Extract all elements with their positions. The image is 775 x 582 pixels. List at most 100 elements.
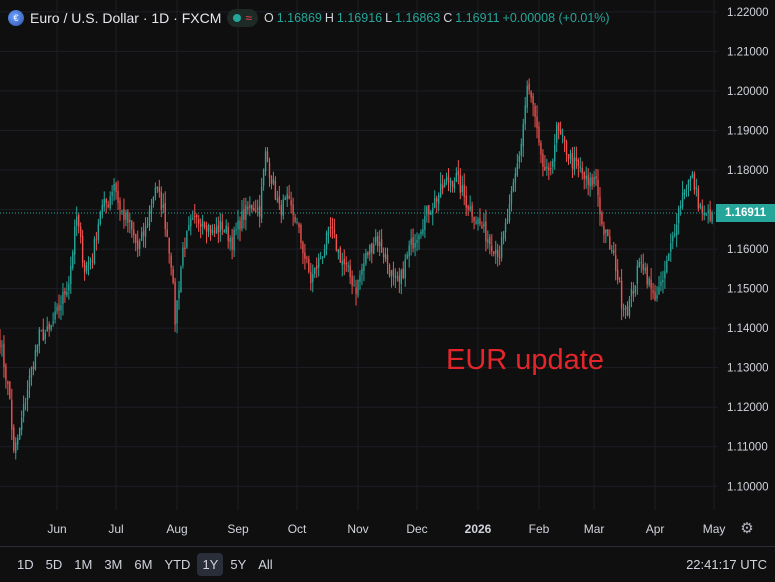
candle	[26, 380, 29, 412]
candle-body	[573, 157, 576, 170]
candle	[292, 197, 294, 226]
range-button-6m[interactable]: 6M	[129, 553, 157, 576]
candle	[495, 240, 497, 264]
wave-icon: ≈	[245, 11, 252, 25]
candle	[479, 208, 481, 227]
candle	[321, 256, 324, 265]
candle-body	[286, 193, 288, 200]
candle-body	[209, 225, 212, 235]
candle	[556, 121, 558, 152]
range-button-1m[interactable]: 1M	[69, 553, 97, 576]
candle-body	[554, 144, 556, 162]
candle	[89, 257, 92, 270]
candle	[500, 231, 503, 262]
candle	[658, 275, 660, 296]
low-label: L	[385, 11, 393, 25]
candle	[172, 265, 174, 285]
candle-body	[630, 288, 633, 297]
range-button-ytd[interactable]: YTD	[159, 553, 195, 576]
price-axis[interactable]: 1.10000 1.11000 1.12000 1.13000 1.14000 1.150…	[727, 7, 769, 493]
candle	[223, 229, 225, 233]
candle-body	[500, 237, 503, 258]
candle-body	[172, 268, 174, 283]
time-tick-label: May	[703, 522, 726, 536]
candle	[662, 270, 664, 294]
range-button-1d[interactable]: 1D	[12, 553, 39, 576]
candle-body	[308, 259, 310, 272]
time-axis[interactable]: Jun Jul Aug Sep Oct Nov Dec 2026 Feb Mar Apr May	[47, 522, 725, 536]
candle	[695, 178, 698, 197]
utc-clock[interactable]: 22:41:17 UTC	[686, 557, 767, 572]
candle-body	[628, 298, 631, 316]
price-chart[interactable]: 1.10000 1.11000 1.12000 1.13000 1.14000 1.150…	[0, 0, 775, 546]
candle-body	[77, 215, 80, 227]
gear-icon[interactable]: ⚙	[740, 520, 754, 537]
candle	[593, 170, 595, 188]
candle-body	[323, 248, 326, 257]
candle	[597, 169, 599, 207]
candle-body	[241, 211, 243, 229]
candle-body	[89, 261, 92, 263]
candle	[557, 122, 560, 140]
candle	[622, 303, 625, 317]
candle	[559, 121, 562, 135]
candle	[300, 223, 302, 249]
candle	[530, 90, 532, 103]
candle-body	[451, 180, 454, 187]
candle	[93, 236, 96, 265]
candle-body	[154, 187, 157, 197]
candle	[304, 243, 306, 270]
candle	[264, 147, 267, 176]
candle-body	[321, 256, 324, 258]
range-button-5d[interactable]: 5D	[41, 553, 68, 576]
candle	[565, 139, 568, 162]
candle-body	[689, 177, 692, 182]
candle	[705, 212, 707, 217]
candle	[331, 217, 334, 239]
candle-body	[36, 345, 39, 353]
candle	[461, 175, 463, 196]
candle	[496, 243, 499, 267]
candle	[190, 214, 192, 236]
time-tick-label: Apr	[646, 522, 665, 536]
symbol-title[interactable]: Euro / U.S. Dollar · 1D · FXCM	[30, 10, 222, 26]
candle-body	[424, 215, 426, 230]
candle-body	[467, 205, 469, 210]
price-tick-label: 1.14000	[727, 323, 769, 335]
time-tick-label: Jul	[108, 522, 123, 536]
candle	[693, 171, 696, 195]
candle-body	[150, 205, 153, 213]
candle	[316, 257, 318, 278]
range-button-all[interactable]: All	[253, 553, 277, 576]
candle-body	[266, 151, 269, 163]
candle-body	[30, 367, 33, 378]
candle-body	[491, 245, 493, 252]
range-button-1y[interactable]: 1Y	[197, 553, 224, 576]
candle	[567, 154, 570, 165]
candle	[711, 210, 713, 225]
candle-body	[85, 264, 88, 272]
candle	[648, 276, 650, 288]
candle	[280, 199, 282, 224]
candle	[355, 279, 357, 306]
candle	[168, 237, 170, 264]
candle-body	[52, 321, 54, 324]
candle	[589, 172, 591, 197]
candle	[437, 192, 440, 212]
candle-body	[439, 183, 442, 197]
candle	[314, 267, 316, 278]
candle-body	[203, 223, 206, 228]
candle	[152, 196, 155, 208]
candle-body	[512, 182, 515, 191]
candle-body	[544, 166, 546, 171]
candle	[131, 220, 133, 238]
market-status-pill[interactable]: ≈	[227, 9, 258, 27]
range-button-5y[interactable]: 5Y	[225, 553, 251, 576]
candle	[386, 247, 389, 274]
time-tick-label: Sep	[227, 522, 249, 536]
range-button-3m[interactable]: 3M	[99, 553, 127, 576]
candle-body	[609, 236, 611, 250]
candle	[211, 224, 214, 236]
candle-body	[162, 204, 164, 208]
candle-body	[144, 226, 147, 237]
